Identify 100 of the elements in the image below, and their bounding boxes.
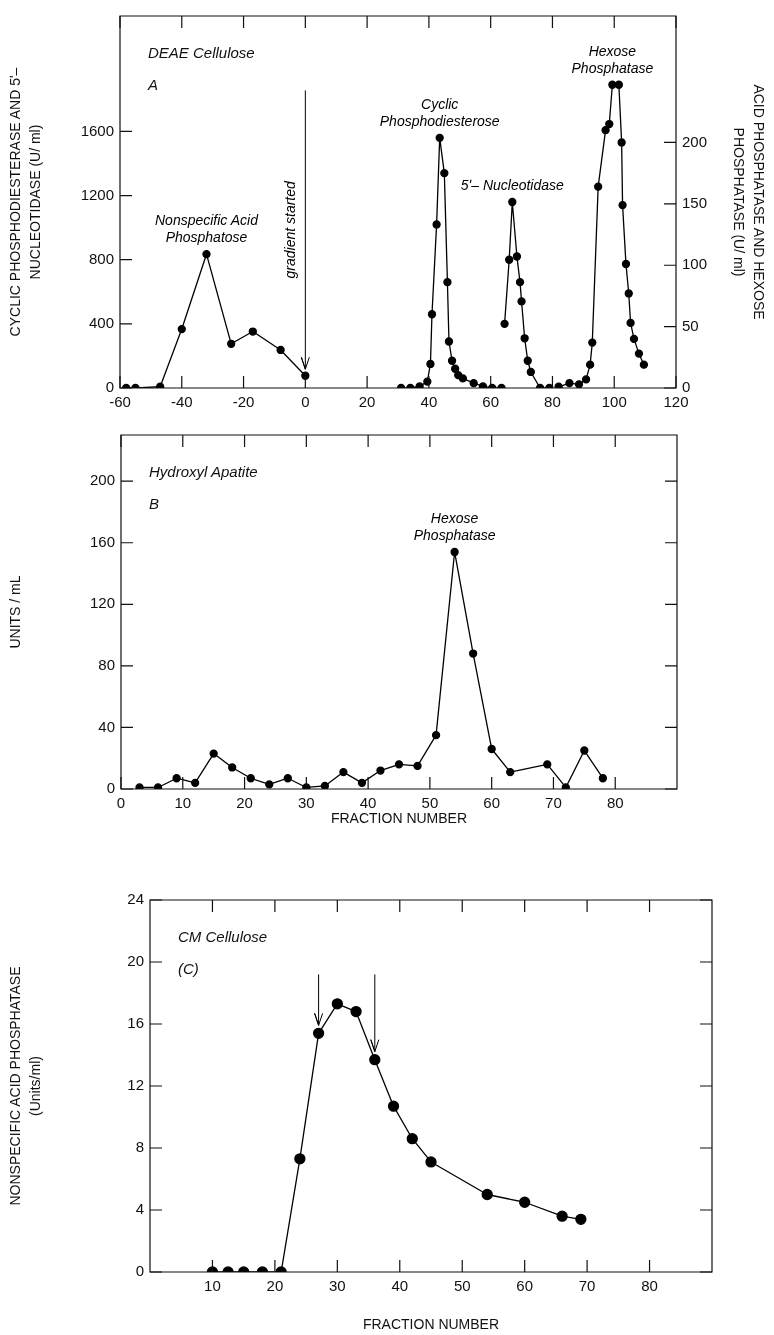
point [283, 774, 292, 783]
point [574, 380, 584, 388]
x-tick-label: -60 [109, 393, 131, 411]
point [519, 1196, 531, 1208]
series-label: Hexose Phosphatase [571, 42, 654, 76]
point [481, 1188, 493, 1201]
x-tick-label: 20 [266, 1277, 284, 1295]
series-label: 5ʹ– Nucleotidase [460, 177, 565, 193]
point [469, 379, 478, 388]
y-tick-label: 200 [89, 471, 115, 489]
x-tick-label: 10 [204, 1277, 221, 1295]
point [512, 252, 522, 261]
point [506, 767, 515, 777]
y-tick-label: 800 [88, 249, 114, 267]
annotation: CM Cellulose [178, 928, 268, 945]
point [487, 744, 496, 754]
x-tick-label: 120 [663, 393, 689, 411]
y-tick-label: 0 [135, 1262, 144, 1280]
point [357, 778, 367, 787]
x-tick-label: 70 [545, 794, 562, 812]
y-tick-label: 12 [127, 1076, 144, 1094]
point [598, 774, 608, 783]
point [447, 356, 457, 365]
x-tick-label: 40 [391, 1277, 409, 1295]
point [634, 349, 644, 358]
y-tick-label: 8 [135, 1138, 144, 1156]
y-axis-title: CYCLIC PHOSPHODIESTERASE AND 5ʹ– NUCLEOTIDASE (U/ ml) [6, 67, 43, 337]
x-tick-label: 40 [359, 794, 377, 812]
point [621, 259, 631, 269]
point [177, 324, 186, 334]
y-tick-label: 4 [135, 1200, 144, 1218]
x-tick-label: 10 [174, 794, 192, 812]
y-tick-label: 0 [105, 378, 114, 396]
point [580, 746, 589, 755]
y-axis-title: UNITS / mL [6, 575, 23, 649]
point [246, 774, 255, 783]
y2-tick-label: 50 [682, 316, 699, 334]
point [227, 339, 236, 348]
x-tick-label: 50 [453, 1277, 471, 1295]
point [458, 374, 468, 383]
point [594, 182, 603, 191]
point [426, 359, 435, 369]
point [350, 1005, 362, 1018]
point [228, 763, 237, 772]
point [508, 197, 517, 207]
point [209, 749, 218, 758]
annotation: DEAE Cellulose [148, 44, 255, 61]
point [517, 297, 526, 306]
point [331, 998, 343, 1010]
point [301, 371, 310, 380]
point [581, 375, 591, 384]
point [431, 730, 441, 740]
y-tick-label: 400 [88, 314, 114, 331]
x-tick-label: 70 [578, 1277, 596, 1295]
x-tick-label: 30 [328, 1277, 346, 1295]
y-tick-label: 1600 [80, 121, 114, 139]
point [440, 168, 449, 178]
x-tick-label: 0 [301, 393, 310, 411]
x-tick-label: 80 [606, 794, 624, 812]
point [406, 1133, 418, 1145]
x-tick-label: 100 [601, 393, 627, 411]
y-tick-label: 1200 [80, 185, 114, 203]
y2-tick-label: 100 [682, 255, 708, 273]
x-tick-label: 80 [544, 393, 561, 411]
y2-tick-label: 200 [682, 132, 708, 150]
point [202, 250, 211, 259]
point [585, 360, 595, 369]
series-label: Cyclic Phosphodiesterose [379, 95, 500, 129]
point [312, 1027, 325, 1039]
point [172, 774, 181, 783]
x-tick-label: 60 [516, 1277, 534, 1295]
y-tick-label: 40 [98, 717, 115, 735]
point [320, 781, 330, 789]
point [432, 220, 441, 229]
point [276, 345, 285, 355]
point [444, 337, 454, 346]
point [500, 319, 509, 329]
y-tick-label: 0 [106, 779, 115, 797]
point [601, 126, 610, 135]
y-axis-title: NONSPECIFIC ACID PHOSPHATASE (Units/ml) [6, 966, 43, 1206]
x-axis-title: FRACTION NUMBER [330, 810, 468, 826]
x-tick-label: 50 [421, 794, 439, 812]
series-label: Nonspecific Acid Phosphatose [155, 212, 260, 246]
point [427, 310, 437, 319]
point [468, 649, 478, 658]
point [515, 278, 525, 287]
point [618, 200, 627, 210]
x-tick-label: 80 [641, 1277, 658, 1295]
point [505, 255, 514, 264]
point [190, 778, 200, 787]
point [605, 119, 614, 129]
x-tick-label: -40 [170, 393, 193, 411]
x-tick-label: 40 [420, 393, 438, 411]
point [617, 138, 626, 147]
x-tick-label: 0 [116, 794, 126, 812]
x-tick-label: -20 [232, 393, 255, 411]
point [565, 378, 574, 388]
point [520, 334, 529, 343]
y2-axis-title: ACID PHOSPHATASE AND HEXOSE PHOSPHATASE (U/ ml) [731, 84, 768, 320]
point [575, 1213, 587, 1225]
